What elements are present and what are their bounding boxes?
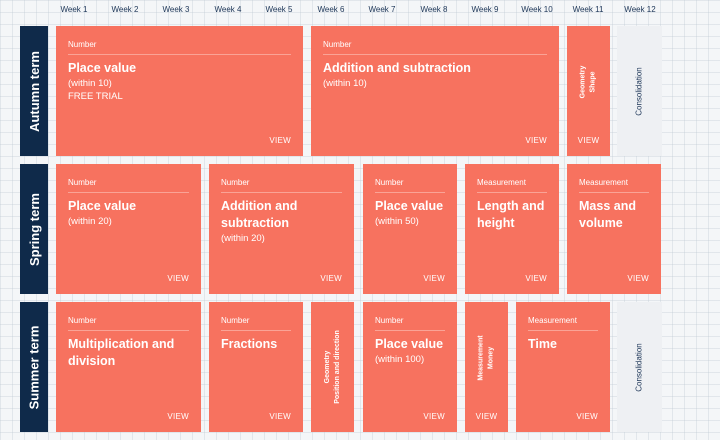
unit-title: Mass and volume <box>579 199 636 230</box>
unit-title: Length and height <box>477 199 545 230</box>
unit-title: Place value <box>375 337 444 351</box>
unit-card-addition-subtraction-within-20[interactable]: Number Addition and subtraction (within … <box>209 164 354 294</box>
free-trial-badge: FREE TRIAL <box>68 91 123 102</box>
week-label: Week 11 <box>572 5 604 14</box>
unit-title: Position and direction <box>333 330 341 404</box>
unit-card-multiplication-division[interactable]: Number Multiplication and division VIEW <box>56 302 201 432</box>
week-label: Week 1 <box>60 5 88 14</box>
unit-card-fractions[interactable]: Number Fractions VIEW <box>209 302 303 432</box>
view-link[interactable]: VIEW <box>577 136 600 145</box>
unit-subtitle: (within 100) <box>375 354 425 365</box>
view-link[interactable]: VIEW <box>167 412 189 421</box>
view-link[interactable]: VIEW <box>269 136 291 145</box>
unit-card-mass-and-volume[interactable]: Measurement Mass and volume VIEW <box>567 164 661 294</box>
unit-category: Number <box>221 178 342 193</box>
term-label-summer: Summer term <box>20 302 48 432</box>
unit-title: Money <box>487 346 495 370</box>
unit-category: Number <box>323 40 547 55</box>
unit-subtitle: (within 10) <box>323 78 367 89</box>
view-link[interactable]: VIEW <box>627 274 649 283</box>
unit-title: Place value <box>68 61 137 75</box>
unit-card-addition-subtraction-within-10[interactable]: Number Addition and subtraction (within … <box>311 26 559 156</box>
unit-category: Measurement <box>528 316 598 331</box>
unit-subtitle: (within 50) <box>375 216 419 227</box>
unit-category: Number <box>221 316 291 331</box>
view-link[interactable]: VIEW <box>320 274 342 283</box>
week-label: Week 7 <box>368 5 396 14</box>
unit-category: Number <box>68 178 189 193</box>
unit-card-geometry-position-direction[interactable]: Geometry Position and direction <box>311 302 354 432</box>
view-link[interactable]: VIEW <box>269 412 291 421</box>
view-link[interactable]: VIEW <box>167 274 189 283</box>
week-label: Week 5 <box>265 5 293 14</box>
unit-category: Number <box>68 40 291 55</box>
unit-category: Number <box>375 178 445 193</box>
view-link[interactable]: VIEW <box>525 136 547 145</box>
unit-title: Time <box>528 337 557 351</box>
unit-category: Number <box>68 316 189 331</box>
unit-category: Measurement <box>477 335 485 381</box>
view-link[interactable]: VIEW <box>423 412 445 421</box>
unit-card-geometry-shape[interactable]: Geometry Shape VIEW <box>567 26 610 156</box>
term-label-autumn: Autumn term <box>20 26 48 156</box>
week-label: Week 3 <box>162 5 190 14</box>
view-link[interactable]: VIEW <box>423 274 445 283</box>
unit-card-place-value-within-100[interactable]: Number Place value (within 100) VIEW <box>363 302 457 432</box>
week-label: Week 8 <box>420 5 448 14</box>
unit-category: Geometry <box>323 350 331 384</box>
unit-title: Place value <box>68 199 137 213</box>
unit-card-place-value-within-50[interactable]: Number Place value (within 50) VIEW <box>363 164 457 294</box>
week-label: Week 6 <box>317 5 345 14</box>
consolidation-block-summer: Consolidation <box>617 302 662 432</box>
unit-title: Place value <box>375 199 444 213</box>
unit-card-length-and-height[interactable]: Measurement Length and height VIEW <box>465 164 559 294</box>
view-link[interactable]: VIEW <box>475 412 498 421</box>
week-label: Week 2 <box>111 5 139 14</box>
unit-title: Addition and subtraction <box>323 61 471 75</box>
unit-title: Addition and subtraction <box>221 199 298 230</box>
unit-title: Fractions <box>221 337 278 351</box>
week-label: Week 9 <box>471 5 499 14</box>
unit-subtitle: (within 10) <box>68 78 112 89</box>
week-label: Week 12 <box>624 5 656 14</box>
unit-category: Number <box>375 316 445 331</box>
week-label: Week 10 <box>521 5 553 14</box>
unit-card-place-value-within-10[interactable]: Number Place value (within 10) FREE TRIA… <box>56 26 303 156</box>
view-link[interactable]: VIEW <box>576 412 598 421</box>
view-link[interactable]: VIEW <box>525 274 547 283</box>
unit-category: Measurement <box>477 178 547 193</box>
unit-category: Measurement <box>579 178 649 193</box>
unit-card-measurement-money[interactable]: Measurement Money VIEW <box>465 302 508 432</box>
unit-category: Geometry <box>579 65 587 99</box>
unit-subtitle: (within 20) <box>68 216 112 227</box>
unit-title: Multiplication and division <box>68 337 175 368</box>
week-label: Week 4 <box>214 5 242 14</box>
unit-title: Shape <box>589 71 597 93</box>
consolidation-block-autumn: Consolidation <box>617 26 662 156</box>
term-label-spring: Spring term <box>20 164 48 294</box>
unit-card-time[interactable]: Measurement Time VIEW <box>516 302 610 432</box>
unit-subtitle: (within 20) <box>221 233 265 244</box>
unit-card-place-value-within-20[interactable]: Number Place value (within 20) VIEW <box>56 164 201 294</box>
